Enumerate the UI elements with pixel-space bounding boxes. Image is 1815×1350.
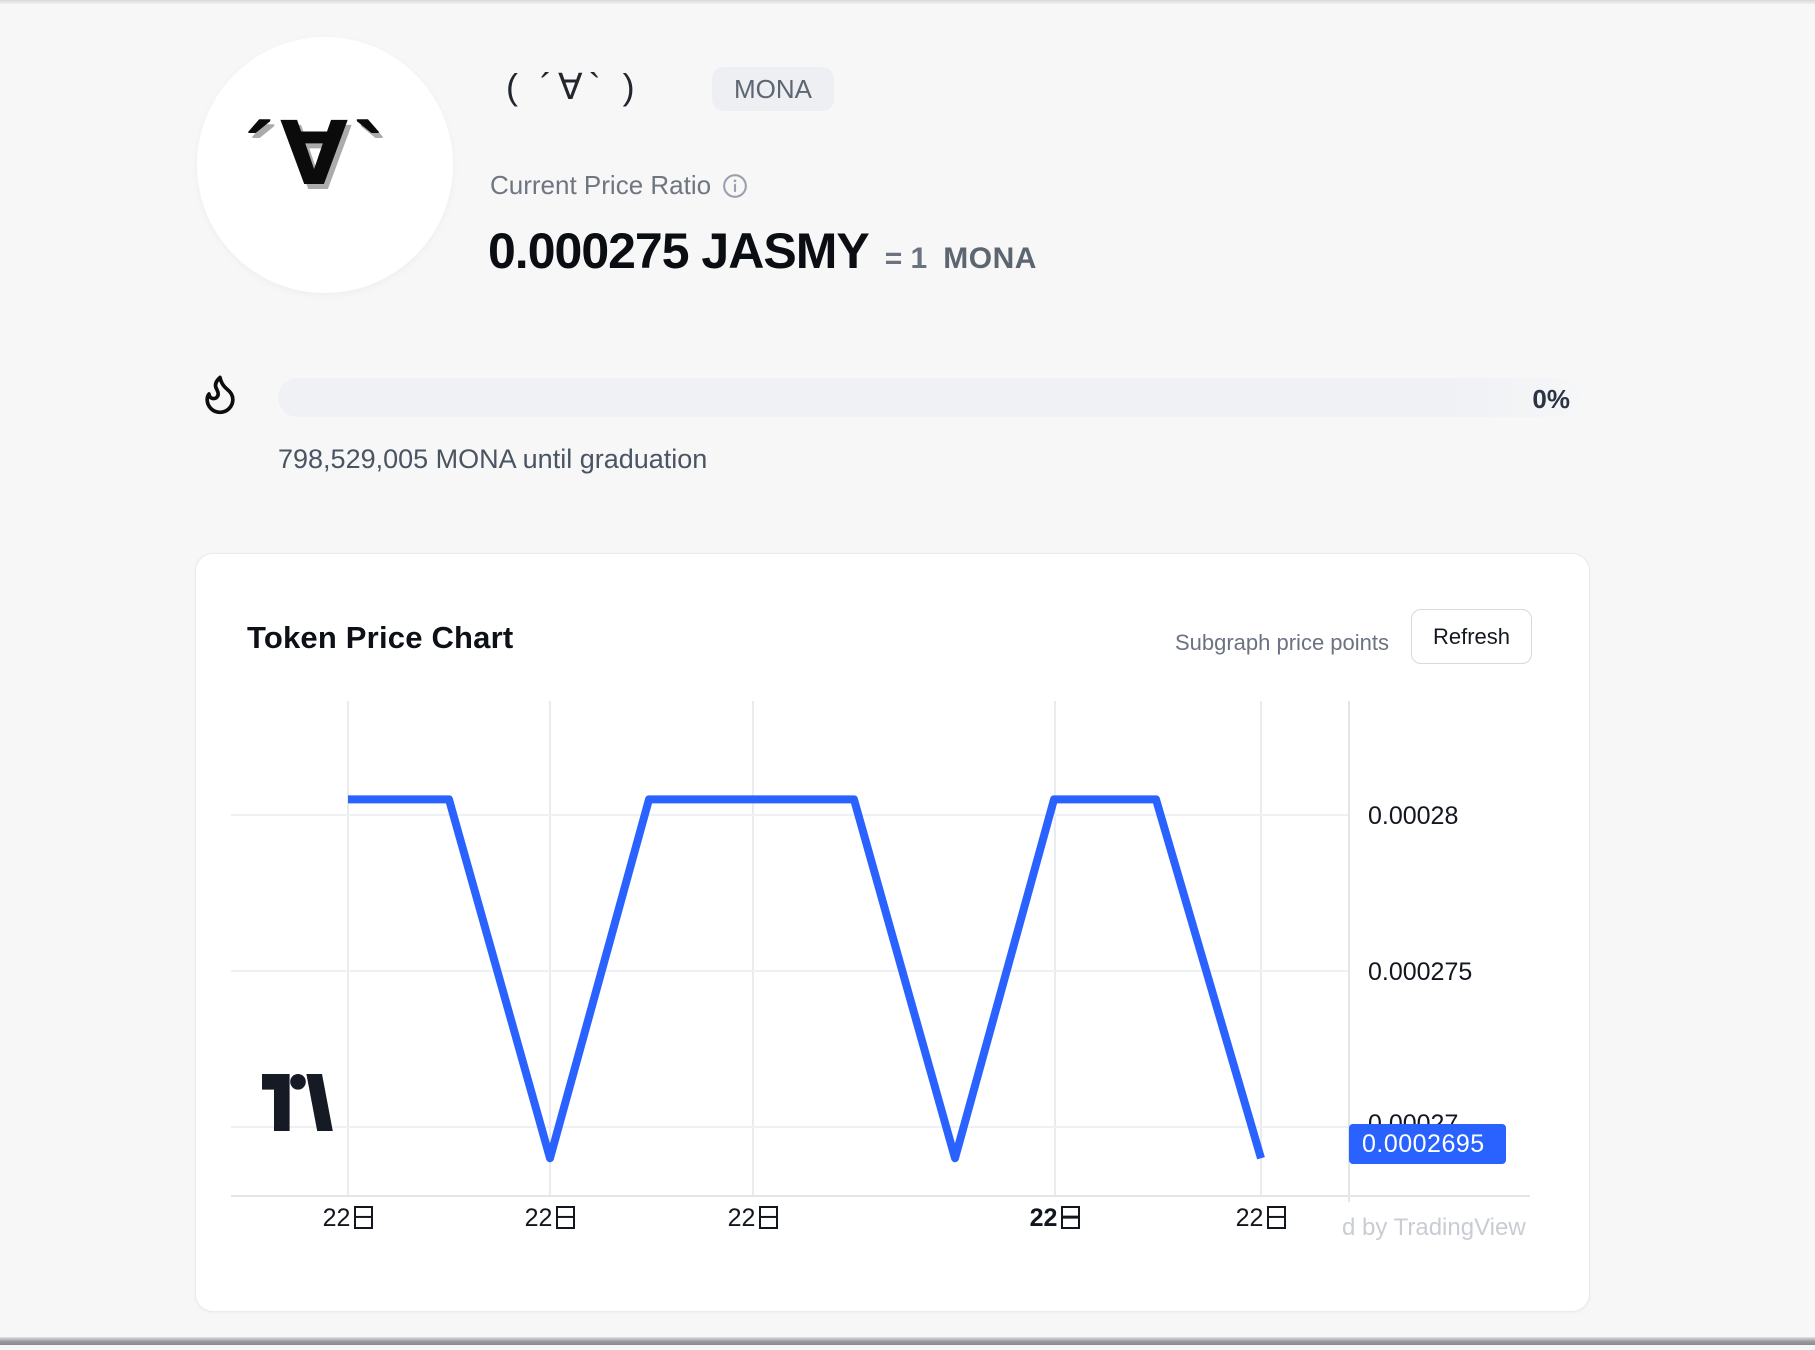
x-tick-3: 22 — [703, 1204, 803, 1233]
price-equals: = 1 — [884, 242, 928, 275]
chart-title: Token Price Chart — [247, 620, 514, 655]
y-tick-1: 0.00028 — [1368, 802, 1459, 830]
x-tick-5: 22 — [1211, 1204, 1311, 1233]
price-row: 0.000275 JASMY = 1 MONA — [488, 222, 1037, 280]
tradingview-logo-icon — [262, 1074, 333, 1131]
x-tick-1: 22 — [298, 1204, 398, 1233]
token-avatar: ´∀` — [197, 37, 453, 293]
token-symbol-badge: MONA — [712, 67, 834, 111]
token-avatar-face: ´∀` — [244, 103, 390, 203]
window-top-border — [0, 0, 1815, 4]
x-tick-2: 22 — [500, 1204, 600, 1233]
chart-source-note: Subgraph price points — [1174, 630, 1389, 655]
kanji-day-glyph — [555, 1205, 576, 1229]
current-price-ratio-row: Current Price Ratio — [490, 170, 749, 201]
price-chart-canvas[interactable] — [196, 554, 1589, 1311]
token-name: ( ´∀` ) — [506, 66, 641, 107]
flame-icon — [198, 370, 242, 418]
info-icon[interactable] — [721, 172, 749, 200]
graduation-percent: 0% — [1532, 384, 1570, 414]
price-line-series — [348, 795, 1265, 1163]
horizontal-gridlines — [231, 814, 1349, 1128]
price-unit: MONA — [943, 242, 1037, 275]
graduation-caption: 798,529,005 MONA until graduation — [278, 444, 708, 474]
graduation-progress-bar — [278, 378, 1578, 417]
price-value: 0.000275 JASMY — [488, 223, 870, 279]
current-price-tag: 0.0002695 — [1349, 1124, 1506, 1164]
current-price-ratio-label: Current Price Ratio — [490, 170, 712, 200]
y-tick-2: 0.000275 — [1368, 958, 1473, 986]
kanji-day-glyph — [1060, 1205, 1081, 1229]
kanji-day-glyph — [758, 1205, 779, 1229]
token-price-chart-card: Token Price Chart Subgraph price points … — [195, 553, 1590, 1312]
window-bottom-border — [0, 1337, 1815, 1345]
vertical-gridlines — [347, 701, 1262, 1196]
current-price-tag-value: 0.0002695 — [1362, 1130, 1485, 1158]
refresh-button[interactable]: Refresh — [1411, 609, 1532, 664]
kanji-day-glyph — [353, 1205, 374, 1229]
x-tick-4: 22 — [1005, 1204, 1105, 1233]
tradingview-attribution-link[interactable]: d by TradingView — [1342, 1214, 1526, 1241]
kanji-day-glyph — [1266, 1205, 1287, 1229]
